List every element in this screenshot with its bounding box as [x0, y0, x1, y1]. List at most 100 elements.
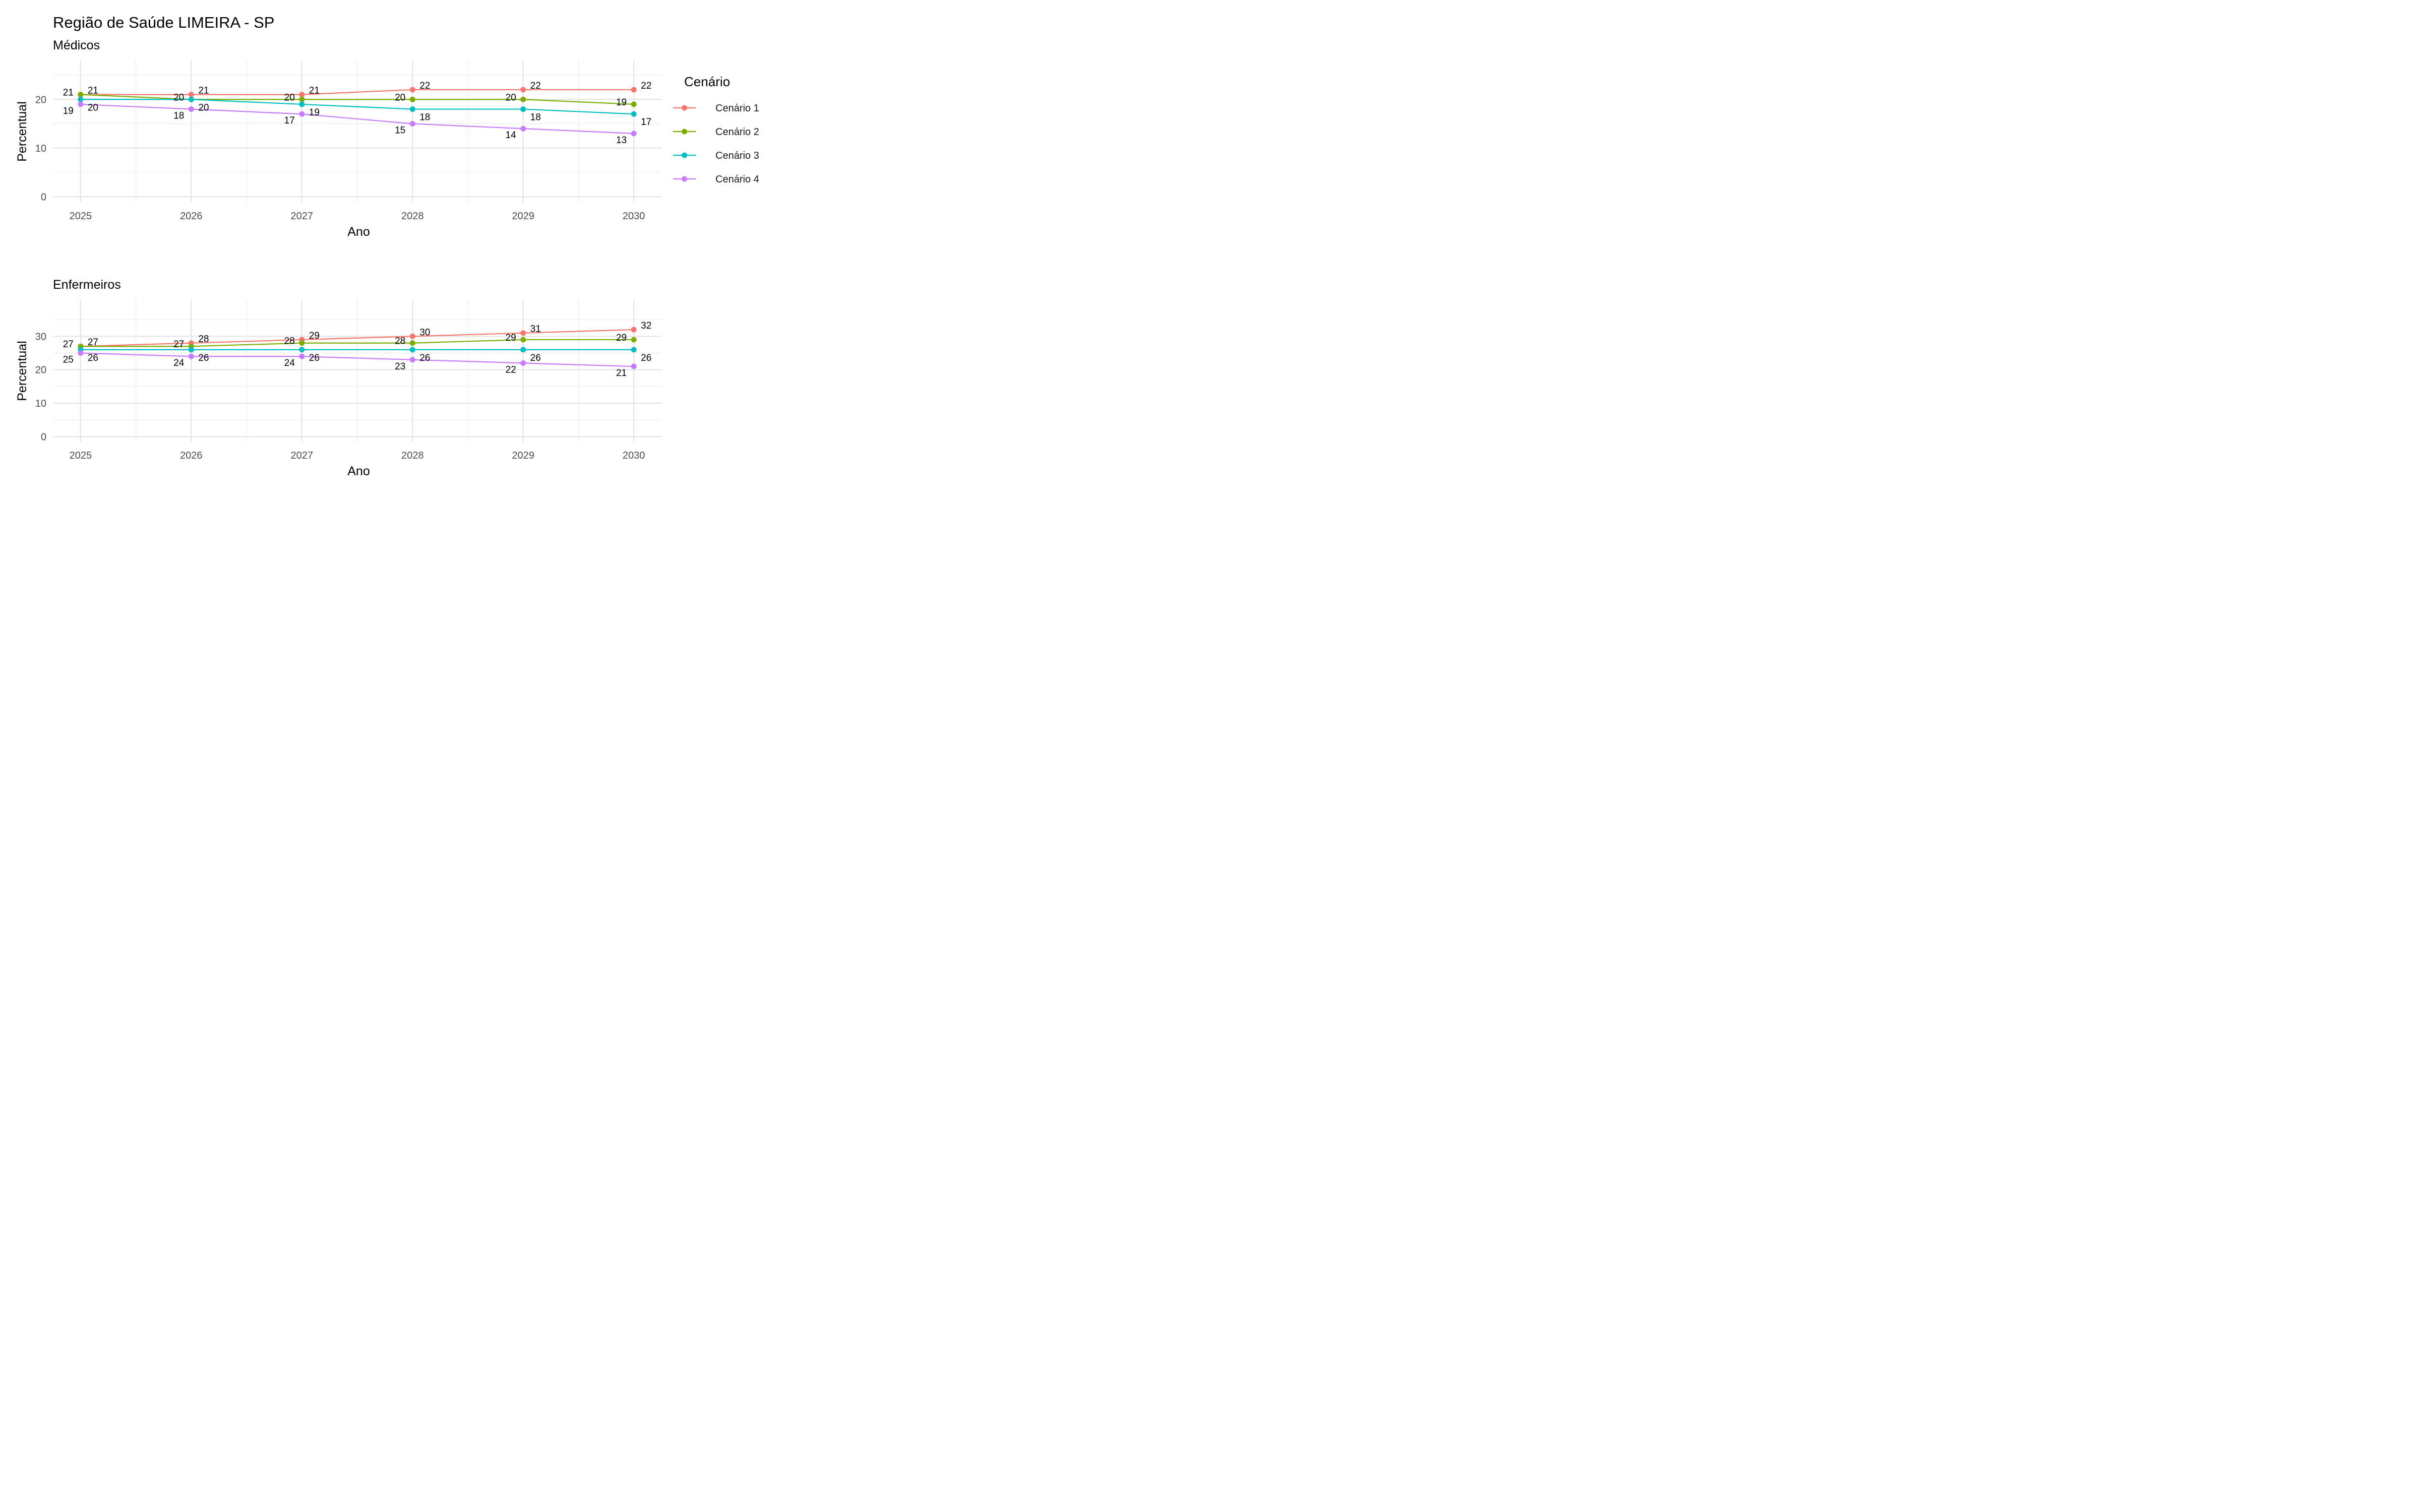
data-label: 21	[616, 368, 627, 379]
legend-key-point	[682, 176, 687, 182]
data-label: 30	[419, 327, 430, 338]
chart-canvas: Região de Saúde LIMEIRA - SP Médicos 0 10 2…	[15, 14, 759, 478]
legend-label: Cenário 2	[715, 127, 759, 138]
data-label: 22	[506, 364, 516, 375]
y-tick-label: 10	[35, 143, 46, 154]
data-label: 22	[530, 81, 541, 91]
data-label: 24	[173, 358, 185, 368]
data-label: 26	[88, 353, 98, 363]
y-tick-label: 10	[35, 398, 46, 409]
x-axis-title: Ano	[347, 225, 370, 239]
data-point	[631, 87, 637, 93]
series-line-cenario-4	[80, 103, 634, 134]
data-label: 32	[641, 321, 651, 331]
legend-title: Cenário	[684, 74, 730, 89]
data-label: 23	[395, 361, 405, 372]
x-tick-label: 2026	[180, 450, 203, 461]
data-point	[299, 347, 305, 353]
series-line-cenario-1	[80, 329, 634, 347]
data-label: 17	[284, 115, 295, 126]
data-label: 26	[641, 353, 651, 363]
legend-key-point	[682, 105, 687, 111]
data-label: 13	[616, 135, 627, 146]
data-point	[409, 106, 415, 112]
x-tick-label: 2027	[291, 211, 314, 222]
data-point	[520, 347, 526, 353]
data-label: 22	[641, 81, 651, 91]
series-line-cenario-4	[80, 352, 634, 367]
data-point	[520, 330, 526, 336]
data-point	[520, 360, 526, 366]
x-tick-label: 2029	[512, 450, 534, 461]
data-label: 28	[284, 336, 295, 347]
data-label: 18	[173, 111, 184, 121]
data-point	[409, 121, 415, 127]
series-line-cenario-1	[80, 89, 634, 95]
data-label: 20	[88, 102, 98, 113]
data-point	[188, 106, 194, 112]
data-label: 20	[506, 92, 516, 103]
legend-item-cenario-3: Cenário 3	[673, 150, 759, 161]
data-label: 19	[616, 97, 627, 108]
data-label: 25	[63, 355, 74, 365]
data-point	[78, 96, 84, 102]
data-label: 20	[173, 92, 184, 103]
legend-key-point	[682, 129, 687, 135]
data-point	[78, 92, 84, 98]
data-label: 26	[198, 353, 209, 363]
data-point	[299, 111, 305, 117]
x-tick-label: 2027	[291, 450, 314, 461]
data-label: 20	[198, 102, 209, 113]
data-point	[631, 347, 637, 353]
series-line-cenario-3	[80, 99, 634, 115]
data-label: 27	[63, 339, 74, 350]
legend-item-cenario-4: Cenário 4	[673, 174, 759, 185]
data-point	[409, 87, 415, 93]
x-tick-label: 2028	[401, 450, 424, 461]
data-point	[631, 337, 637, 343]
data-point	[78, 350, 84, 356]
data-point	[299, 340, 305, 346]
data-point	[188, 353, 194, 359]
data-point	[409, 357, 415, 363]
data-label: 28	[395, 336, 405, 347]
chart-subtitle: Médicos	[53, 38, 100, 52]
x-tick-label: 2025	[70, 211, 92, 222]
data-label: 31	[530, 324, 541, 335]
data-label: 29	[616, 333, 627, 343]
data-point	[520, 96, 526, 102]
data-point	[299, 101, 305, 107]
data-label: 19	[63, 106, 74, 116]
series-line-cenario-2	[80, 339, 634, 347]
legend-key-point	[682, 152, 687, 158]
data-label: 26	[530, 353, 541, 363]
legend-label: Cenário 1	[715, 103, 759, 114]
legend-item-cenario-2: Cenário 2	[673, 127, 759, 138]
legend: Cenário Cenário 1 Cenário 2 Cenário 3 Ce…	[673, 74, 759, 185]
data-label: 15	[395, 125, 405, 136]
x-tick-label: 2030	[623, 450, 645, 461]
x-tick-label: 2028	[401, 211, 424, 222]
data-label: 21	[309, 86, 320, 96]
data-point	[520, 337, 526, 343]
x-axis-title: Ano	[347, 464, 370, 478]
data-point	[299, 96, 305, 102]
y-tick-label: 0	[41, 192, 46, 203]
data-point	[520, 106, 526, 112]
legend-label: Cenário 4	[715, 174, 759, 185]
y-tick-label: 20	[35, 94, 46, 105]
data-label: 21	[88, 86, 98, 96]
chart-figure: Região de Saúde LIMEIRA - SP Médicos 0 10 2…	[0, 0, 779, 487]
data-label: 19	[309, 107, 320, 118]
data-label: 29	[309, 331, 320, 341]
data-point	[409, 96, 415, 102]
data-label: 20	[395, 92, 405, 103]
panel-medicos: Médicos 0 10 20 2025 2026 2027 2028 2029 2030 Ano P…	[15, 38, 661, 239]
data-point	[520, 125, 526, 132]
data-label: 27	[88, 337, 98, 348]
y-axis-title: Percentual	[15, 341, 29, 401]
data-point	[631, 111, 637, 117]
legend-label: Cenário 3	[715, 150, 759, 161]
data-label: 14	[506, 130, 517, 141]
